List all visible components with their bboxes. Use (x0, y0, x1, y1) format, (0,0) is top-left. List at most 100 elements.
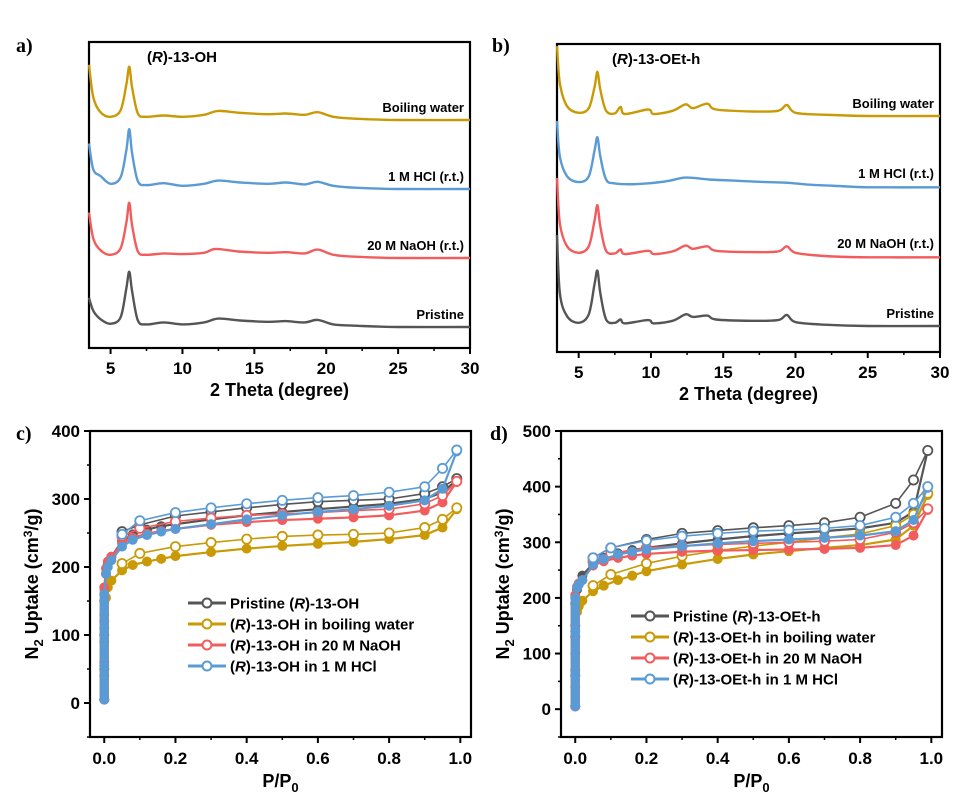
desorption-point (908, 497, 920, 509)
trace-label-naoh: 20 M NaOH (r.t.) (367, 238, 464, 253)
desorption-point (451, 475, 463, 487)
isotherm-series-hcl (99, 444, 463, 705)
adsorption-point (141, 556, 152, 567)
trace-label-naoh: 20 M NaOH (r.t.) (837, 236, 934, 251)
xrd-trace-naoh (555, 177, 941, 259)
xrd-trace-hcl (87, 127, 471, 191)
x-tick-label: 0.4 (706, 749, 730, 768)
adsorption-point (206, 519, 217, 530)
desorption-point (747, 525, 759, 537)
adsorption-point (712, 538, 723, 549)
legend-label: (R)-13-OEt-h in boiling water (673, 630, 876, 647)
desorption-point (347, 528, 359, 540)
x-tick-label: 0.8 (377, 749, 401, 768)
adsorption-point (890, 526, 901, 537)
x-tick-label: 30 (931, 363, 950, 382)
y-tick-label: 400 (52, 422, 80, 441)
desorption-point (205, 537, 217, 549)
x-tick-label: 0.6 (306, 749, 330, 768)
legend-label: (R)-13-OEt-h in 1 M HCl (673, 672, 838, 689)
xrd-trace-boiling-water (555, 45, 941, 118)
x-axis-label: 2 Theta (degree) (679, 384, 818, 404)
desorption-point (276, 494, 288, 506)
desorption-point (347, 490, 359, 502)
y-axis-label: N2 Uptake (cm3/g) (492, 509, 517, 660)
desorption-point (437, 462, 449, 474)
legend: Pristine (R)-13-OEt-h (R)-13-OEt-h in boi… (631, 609, 876, 689)
plot-frame (87, 40, 472, 350)
y-tick-label: 200 (52, 558, 80, 577)
panel-label-d: d) (490, 423, 508, 445)
y-tick-label: 200 (523, 589, 551, 608)
isotherm-panel-c: 0.0 0.2 0.4 0.6 0.8 1.0 0 100 200 300 400 P/P0 N2 Up… (21, 422, 472, 795)
trace-label-pristine: Pristine (416, 307, 464, 322)
y-tick-label: 400 (523, 478, 551, 497)
desorption-point (605, 542, 617, 554)
desorption-point (676, 530, 688, 542)
desorption-point (276, 530, 288, 542)
adsorption-point (277, 510, 288, 521)
desorption-point (241, 533, 253, 545)
legend-label: (R)-13-OH in 20 M NaOH (230, 638, 401, 655)
adsorption-point (348, 504, 359, 515)
xrd-trace-pristine (87, 270, 471, 329)
desorption-point (640, 557, 652, 569)
adsorption-point (598, 553, 609, 564)
desorption-point (169, 541, 181, 553)
adsorption-point (612, 549, 623, 560)
adsorption-point (419, 495, 430, 506)
desorption-point (451, 444, 463, 456)
legend-swatch-marker (201, 597, 213, 609)
legend-swatch-marker (644, 673, 656, 685)
x-axis-label: P/P0 (733, 771, 769, 795)
panel-label-a: a) (16, 35, 33, 57)
y-tick-label: 100 (52, 626, 80, 645)
adsorption-point (127, 559, 138, 570)
isotherm-series-hcl (570, 481, 934, 712)
desorption-point (451, 502, 463, 514)
legend-label: (R)-13-OEt-h in 20 M NaOH (673, 651, 862, 668)
legend-swatch-marker (644, 652, 656, 664)
legend-swatch-marker (201, 660, 213, 672)
y-tick-label: 300 (52, 490, 80, 509)
x-tick-label: 15 (714, 363, 733, 382)
plot-frame (559, 429, 944, 739)
x-tick-label: 5 (106, 359, 115, 378)
adsorption-point (170, 523, 181, 534)
adsorption-point (855, 530, 866, 541)
trace-label-hcl: 1 M HCl (r.t.) (388, 169, 464, 184)
x-tick-label: 0.4 (235, 749, 259, 768)
desorption-point (605, 569, 617, 581)
legend-label: (R)-13-OH in boiling water (230, 617, 414, 634)
x-tick-label: 5 (574, 363, 583, 382)
trace-label-boiling-water: Boiling water (382, 100, 464, 115)
adsorption-point (106, 555, 117, 566)
adsorption-point (117, 541, 128, 552)
desorption-point (922, 444, 934, 456)
legend-item: (R)-13-OEt-h in 1 M HCl (631, 672, 838, 689)
y-tick-label: 0 (71, 694, 80, 713)
legend: Pristine (R)-13-OH (R)-13-OH in boiling w… (188, 596, 414, 676)
legend-swatch-marker (644, 631, 656, 643)
desorption-point (134, 515, 146, 527)
xrd-trace-hcl (555, 120, 941, 189)
legend-label: (R)-13-OH in 1 M HCl (230, 659, 377, 676)
adsorption-point (627, 546, 638, 557)
adsorption-point (437, 483, 448, 494)
x-tick-label: 0.6 (777, 749, 801, 768)
desorption-point (818, 522, 830, 534)
adsorption-point (890, 540, 901, 551)
desorption-point (587, 552, 599, 564)
desorption-point (383, 486, 395, 498)
trace-label-boiling-water: Boiling water (852, 96, 934, 111)
x-tick-label: 1.0 (448, 749, 472, 768)
desorption-point (890, 511, 902, 523)
desorption-point (922, 481, 934, 493)
desorption-point (205, 502, 217, 514)
x-tick-label: 0.8 (848, 749, 872, 768)
adsorption-point (577, 575, 588, 586)
adsorption-point (598, 580, 609, 591)
panel-label-b: b) (492, 35, 510, 57)
x-tick-label: 25 (389, 359, 408, 378)
